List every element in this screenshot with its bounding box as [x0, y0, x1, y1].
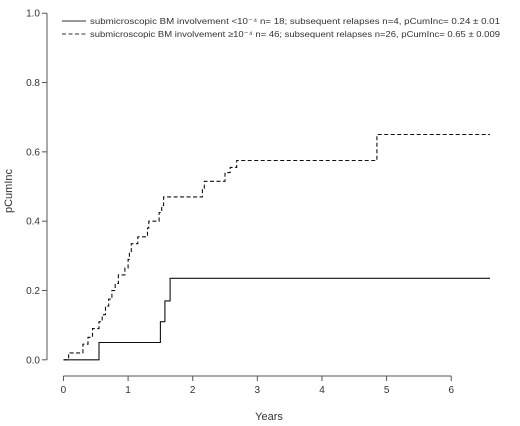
x-tick-label: 6 [448, 385, 454, 396]
legend-entry-2: submicroscopic BM involvement ≥10⁻⁴ n= 4… [90, 29, 500, 39]
x-tick-label: 1 [125, 385, 131, 396]
y-tick-label: 0.8 [26, 78, 40, 89]
x-tick-label: 3 [255, 385, 261, 396]
y-tick-label: 0.0 [26, 355, 40, 366]
y-tick-label: 0.2 [26, 286, 40, 297]
series-layer [63, 133, 490, 361]
x-tick-label: 4 [319, 385, 325, 396]
axes: 0 1 2 3 4 5 6 0.0 0.2 0.4 0.6 0.8 1.0 [26, 9, 454, 396]
series-line-2 [63, 133, 490, 361]
y-tick-label: 1.0 [26, 9, 40, 20]
x-axis-label: Years [255, 411, 283, 423]
legend-entry-1: submicroscopic BM involvement <10⁻⁴ n= 1… [90, 16, 500, 26]
y-axis-label: pCumInc [3, 168, 15, 213]
x-tick-label: 5 [384, 385, 390, 396]
x-tick-label: 2 [190, 385, 196, 396]
x-tick-label: 0 [61, 385, 67, 396]
y-tick-label: 0.6 [26, 147, 40, 158]
y-tick-label: 0.4 [26, 217, 40, 228]
series-line-1 [63, 277, 490, 361]
legend: submicroscopic BM involvement <10⁻⁴ n= 1… [62, 16, 500, 39]
